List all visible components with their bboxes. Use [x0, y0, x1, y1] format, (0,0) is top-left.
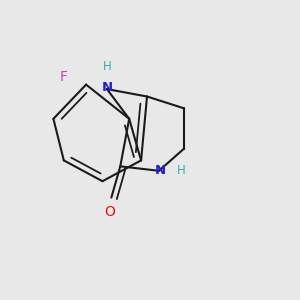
Text: N: N	[101, 81, 112, 94]
Text: H: H	[103, 60, 111, 73]
Text: N: N	[155, 164, 166, 177]
Text: H: H	[177, 164, 186, 177]
Text: F: F	[60, 70, 68, 84]
Text: O: O	[104, 205, 115, 219]
